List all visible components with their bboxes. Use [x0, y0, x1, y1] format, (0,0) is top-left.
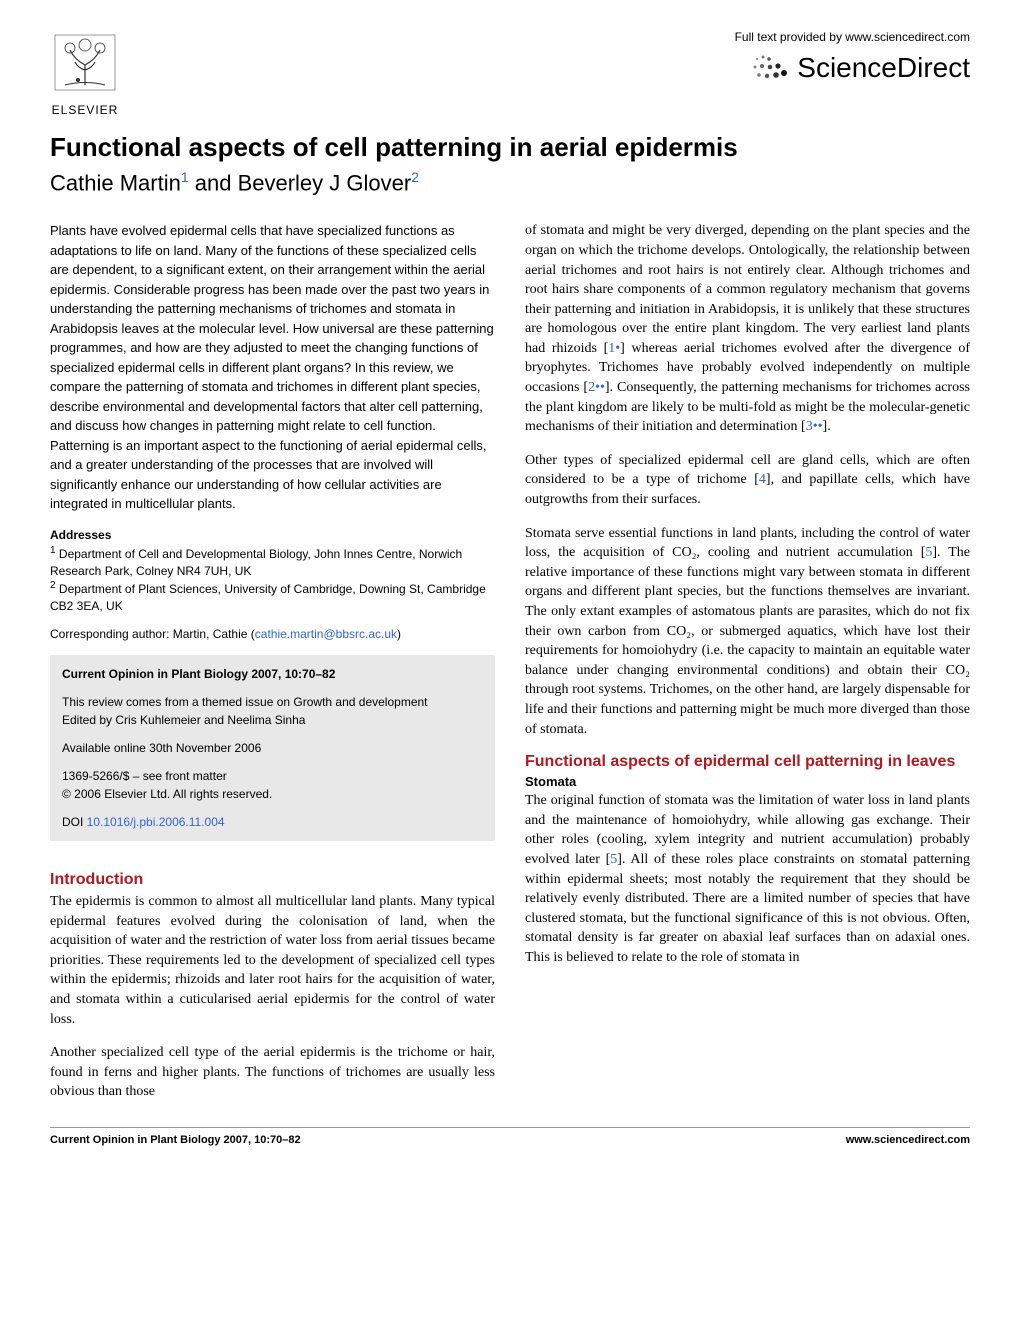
- doi-line: DOI 10.1016/j.pbi.2006.11.004: [62, 813, 483, 831]
- page-footer: Current Opinion in Plant Biology 2007, 1…: [50, 1127, 970, 1146]
- journal-reference: Current Opinion in Plant Biology 2007, 1…: [62, 665, 483, 683]
- authors-line: Cathie Martin1 and Beverley J Glover2: [50, 169, 970, 196]
- two-column-layout: Plants have evolved epidermal cells that…: [50, 221, 970, 1102]
- footer-left: Current Opinion in Plant Biology 2007, 1…: [50, 1134, 301, 1146]
- sciencedirect-name: ScienceDirect: [797, 52, 970, 84]
- elsevier-tree-icon: [50, 30, 120, 100]
- intro-paragraph-1: The epidermis is common to almost all mu…: [50, 892, 495, 1029]
- footer-right: www.sciencedirect.com: [846, 1134, 970, 1146]
- address-1: 1 Department of Cell and Developmental B…: [50, 544, 495, 580]
- corresponding-label: Corresponding author: Martin, Cathie (: [50, 627, 255, 641]
- col2-p1-text-a: of stomata and might be very diverged, d…: [525, 223, 970, 356]
- publisher-name: ELSEVIER: [52, 103, 119, 117]
- authors-conjunction: and: [189, 170, 238, 195]
- author-1-name: Cathie Martin: [50, 170, 181, 195]
- address-2-text: Department of Plant Sciences, University…: [50, 582, 486, 613]
- left-column: Plants have evolved epidermal cells that…: [50, 221, 495, 1102]
- article-title: Functional aspects of cell patterning in…: [50, 132, 970, 163]
- reference-3[interactable]: 3••: [806, 419, 823, 434]
- reference-1[interactable]: 1•: [608, 341, 620, 356]
- functional-aspects-heading: Functional aspects of epidermal cell pat…: [525, 753, 970, 771]
- addresses-heading: Addresses: [50, 528, 495, 542]
- article-info-box: Current Opinion in Plant Biology 2007, 1…: [50, 655, 495, 841]
- address-2: 2 Department of Plant Sciences, Universi…: [50, 579, 495, 615]
- author-1-affil-sup: 1: [181, 169, 189, 185]
- corresponding-email[interactable]: cathie.martin@bbsrc.ac.uk: [255, 627, 397, 641]
- page-header: ELSEVIER Full text provided by www.scien…: [50, 30, 970, 117]
- corresponding-close: ): [397, 627, 401, 641]
- author-2-affil-sup: 2: [411, 169, 419, 185]
- available-online-line: Available online 30th November 2006: [62, 739, 483, 757]
- stomata-p-text-b: ]. All of these roles place constraints …: [525, 852, 970, 965]
- stomata-paragraph: The original function of stomata was the…: [525, 791, 970, 967]
- col2-paragraph-3: Stomata serve essential functions in lan…: [525, 524, 970, 740]
- stomata-subheading: Stomata: [525, 774, 970, 789]
- corresponding-author: Corresponding author: Martin, Cathie (ca…: [50, 627, 495, 641]
- col2-p3-text-b: ]. The relative importance of these func…: [525, 545, 970, 736]
- abstract-text: Plants have evolved epidermal cells that…: [50, 221, 495, 514]
- col2-paragraph-2: Other types of specialized epidermal cel…: [525, 451, 970, 510]
- reference-2[interactable]: 2••: [588, 380, 605, 395]
- sciencedirect-block: Full text provided by www.sciencedirect.…: [735, 30, 970, 84]
- doi-link[interactable]: 10.1016/j.pbi.2006.11.004: [87, 815, 225, 829]
- issn-line: 1369-5266/$ – see front matter: [62, 767, 483, 785]
- intro-paragraph-2: Another specialized cell type of the aer…: [50, 1043, 495, 1102]
- right-column: of stomata and might be very diverged, d…: [525, 221, 970, 1102]
- sciencedirect-logo: ScienceDirect: [735, 52, 970, 84]
- sciencedirect-dots-icon: [749, 53, 789, 83]
- doi-label: DOI: [62, 815, 87, 829]
- reference-4[interactable]: 4: [759, 472, 766, 487]
- themed-issue-line: This review comes from a themed issue on…: [62, 693, 483, 711]
- edited-by-line: Edited by Cris Kuhlemeier and Neelima Si…: [62, 711, 483, 729]
- col2-p1-text-d: ].: [823, 419, 831, 434]
- elsevier-logo-block: ELSEVIER: [50, 30, 120, 117]
- copyright-line: © 2006 Elsevier Ltd. All rights reserved…: [62, 785, 483, 803]
- introduction-heading: Introduction: [50, 871, 495, 889]
- col2-paragraph-1: of stomata and might be very diverged, d…: [525, 221, 970, 437]
- address-1-text: Department of Cell and Developmental Bio…: [50, 547, 462, 578]
- col2-p3-text-a: Stomata serve essential functions in lan…: [525, 526, 970, 561]
- author-2-name: Beverley J Glover: [238, 170, 412, 195]
- fulltext-provided-line: Full text provided by www.sciencedirect.…: [735, 30, 970, 44]
